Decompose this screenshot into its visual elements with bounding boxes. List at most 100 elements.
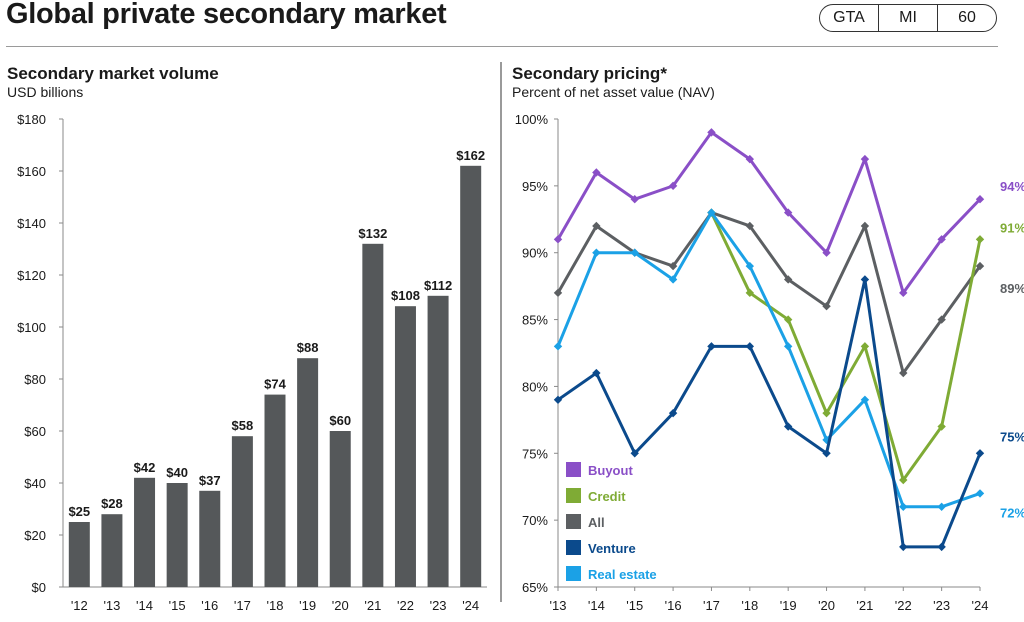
pricing-point: [860, 342, 870, 351]
pricing-point: [707, 208, 716, 217]
volume-bar: [101, 514, 123, 587]
pricing-point: [668, 275, 678, 284]
pricing-y-tick-label: 100%: [515, 112, 549, 127]
volume-bar: [134, 477, 156, 587]
pricing-point: [975, 489, 985, 498]
pricing-legend-swatch: [566, 540, 581, 555]
pricing-point: [975, 261, 985, 271]
volume-y-tick-label: $140: [17, 216, 46, 231]
pricing-point: [860, 275, 870, 284]
volume-bar: [264, 394, 286, 587]
volume-x-tick-label: '13: [103, 598, 120, 613]
pricing-point: [592, 221, 601, 231]
pricing-point: [783, 422, 793, 431]
pricing-point: [783, 342, 793, 351]
pricing-point: [899, 288, 908, 298]
volume-bar: [394, 306, 416, 587]
pricing-point: [553, 395, 563, 404]
volume-bar: [297, 358, 319, 587]
volume-bar: [329, 431, 351, 587]
pricing-point: [975, 235, 985, 244]
pricing-end-label: 72%: [1000, 505, 1024, 520]
pricing-x-tick-label: '14: [588, 598, 605, 613]
volume-x-tick-label: '17: [234, 598, 251, 613]
volume-y-tick-label: $40: [24, 476, 46, 491]
pricing-line-buyout: [556, 130, 982, 295]
pricing-legend-label: Venture: [588, 541, 636, 556]
pricing-point: [899, 542, 908, 552]
pricing-legend-swatch: [566, 488, 581, 503]
pricing-chart-subtitle: Percent of net asset value (NAV): [512, 84, 715, 100]
pricing-line-credit: [710, 211, 982, 482]
volume-x-tick-label: '15: [169, 598, 186, 613]
volume-bar: [199, 490, 221, 587]
pricing-end-label: 91%: [1000, 220, 1024, 235]
volume-bar-value-label: $28: [101, 496, 123, 511]
pricing-point: [975, 195, 985, 204]
pricing-point: [899, 368, 908, 378]
pricing-point: [553, 235, 563, 244]
pricing-line-all: [556, 211, 982, 375]
volume-x-tick-label: '20: [332, 598, 349, 613]
volume-bar-value-label: $132: [358, 226, 387, 241]
header-rule: [6, 46, 998, 47]
pricing-x-tick-label: '15: [626, 598, 643, 613]
pricing-legend-label: Credit: [588, 489, 626, 504]
volume-y-tick-label: $20: [24, 528, 46, 543]
pricing-legend-swatch: [566, 462, 581, 477]
volume-bar-value-label: $37: [199, 473, 221, 488]
pricing-y-tick-label: 85%: [522, 313, 548, 328]
volume-bar-value-label: $108: [391, 288, 420, 303]
volume-y-tick-label: $120: [17, 268, 46, 283]
volume-chart-title: Secondary market volume: [7, 64, 219, 83]
pricing-point: [860, 395, 870, 404]
pricing-point: [860, 221, 870, 231]
volume-x-tick-label: '14: [136, 598, 153, 613]
pricing-legend-label: Real estate: [588, 567, 657, 582]
pricing-x-tick-label: '24: [972, 598, 989, 613]
pricing-point: [937, 315, 946, 324]
page-badge-group: GTA MI 60: [819, 4, 997, 32]
pricing-point: [899, 502, 908, 511]
volume-x-tick-label: '16: [201, 598, 218, 613]
volume-bar: [427, 295, 449, 587]
volume-x-tick-label: '19: [299, 598, 316, 613]
volume-bar-value-label: $88: [297, 340, 319, 355]
pricing-point: [822, 248, 831, 257]
pricing-y-tick-label: 70%: [522, 513, 548, 528]
page-title: Global private secondary market: [6, 0, 447, 30]
pricing-point: [822, 449, 831, 458]
pricing-point: [783, 275, 793, 284]
panel-divider: [500, 62, 502, 602]
pricing-point: [668, 181, 678, 191]
volume-bar: [460, 165, 482, 588]
volume-y-tick-label: $160: [17, 164, 46, 179]
pricing-point: [745, 288, 755, 298]
volume-y-tick-label: $0: [32, 580, 46, 595]
volume-x-tick-label: '24: [462, 598, 479, 613]
volume-bar-value-label: $58: [232, 418, 254, 433]
pricing-point: [822, 302, 831, 311]
pricing-point: [707, 342, 716, 351]
badge-mi: MI: [879, 5, 938, 31]
pricing-x-tick-label: '17: [703, 598, 720, 613]
pricing-x-tick-label: '19: [780, 598, 797, 613]
pricing-x-tick-label: '13: [550, 598, 567, 613]
pricing-point: [745, 261, 755, 271]
pricing-x-tick-label: '21: [856, 598, 873, 613]
volume-bar-value-label: $112: [424, 278, 452, 293]
volume-x-tick-label: '21: [364, 598, 381, 613]
volume-bar-value-label: $162: [456, 148, 485, 163]
volume-bar-value-label: $42: [134, 460, 156, 475]
volume-bar: [362, 243, 384, 588]
pricing-y-tick-label: 65%: [522, 580, 548, 595]
volume-bar-value-label: $60: [329, 413, 351, 428]
pricing-point: [745, 154, 755, 164]
volume-y-tick-label: $80: [24, 372, 46, 387]
pricing-point: [937, 542, 946, 552]
pricing-point: [822, 408, 831, 418]
pricing-point: [592, 248, 601, 257]
pricing-point: [668, 408, 678, 418]
pricing-point: [630, 449, 639, 458]
